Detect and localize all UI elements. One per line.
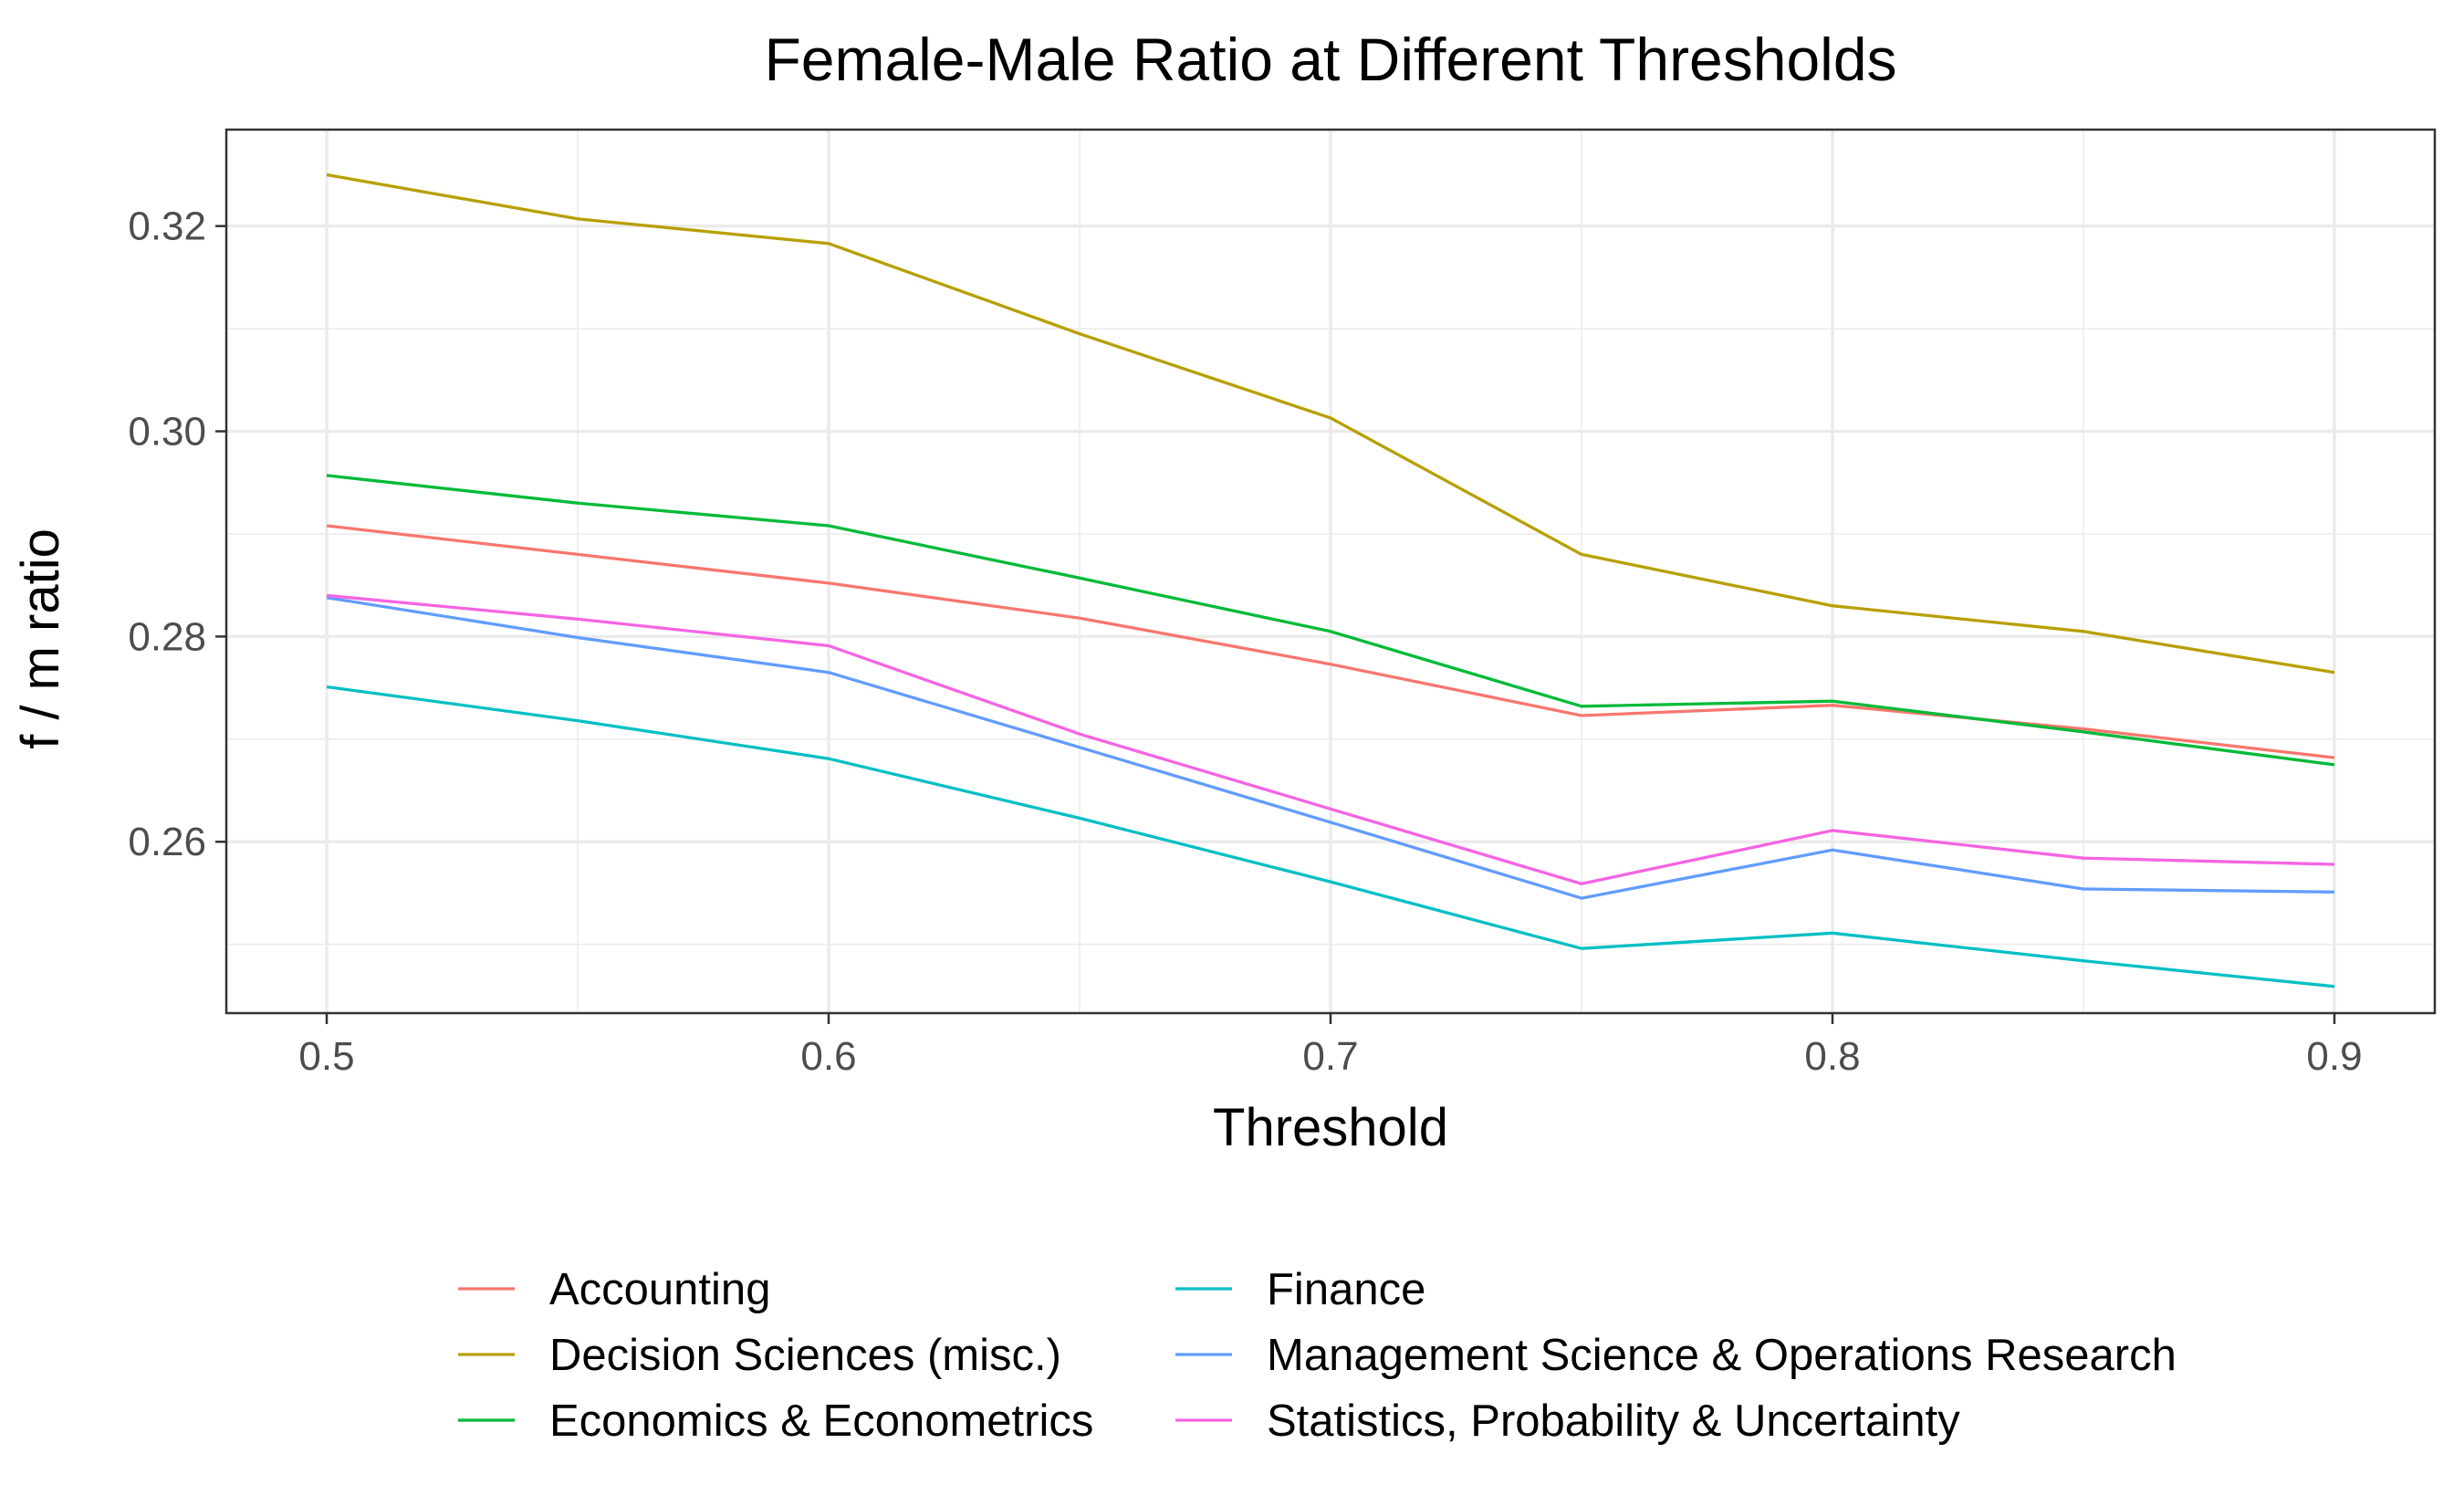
y-tick-label: 0.32	[128, 204, 206, 249]
legend: Accounting Decision Sciences (misc.) Econo…	[458, 1265, 2177, 1446]
grid-lines	[226, 130, 2435, 1013]
y-axis-title: f / m ratio	[11, 528, 70, 749]
series-line-finance	[326, 685, 2335, 988]
legend-label: Economics & Econometrics	[549, 1396, 1093, 1446]
chart-title: Female-Male Ratio at Different Threshold…	[764, 26, 1896, 93]
legend-label: Accounting	[549, 1265, 770, 1314]
y-tick-label: 0.28	[128, 614, 206, 659]
x-tick-label: 0.9	[2306, 1034, 2362, 1079]
y-tick-label: 0.30	[128, 410, 206, 455]
legend-label: Management Science & Operations Research	[1267, 1331, 2177, 1380]
x-tick-label: 0.5	[298, 1034, 354, 1079]
series-line-decision-sciences-misc	[326, 173, 2335, 675]
x-tick-label: 0.8	[1804, 1034, 1860, 1079]
x-tick-label: 0.7	[1302, 1034, 1358, 1079]
series-line-management-science-operations-research	[326, 596, 2335, 900]
series-line-economics-econometrics	[326, 474, 2335, 767]
axis-ticks: 0.5 0.6 0.7 0.8 0.9 0.26 0.28 0.30 0.32	[128, 204, 2362, 1079]
legend-label: Finance	[1267, 1265, 1425, 1314]
legend-label: Decision Sciences (misc.)	[549, 1331, 1061, 1380]
series-lines	[326, 173, 2335, 988]
x-axis-title: Threshold	[1213, 1098, 1448, 1157]
y-tick-label: 0.26	[128, 820, 206, 864]
x-tick-label: 0.6	[800, 1034, 856, 1079]
legend-label: Statistics, Probability & Uncertainty	[1267, 1396, 1960, 1446]
series-line-statistics-probability-uncertainty	[326, 593, 2335, 885]
